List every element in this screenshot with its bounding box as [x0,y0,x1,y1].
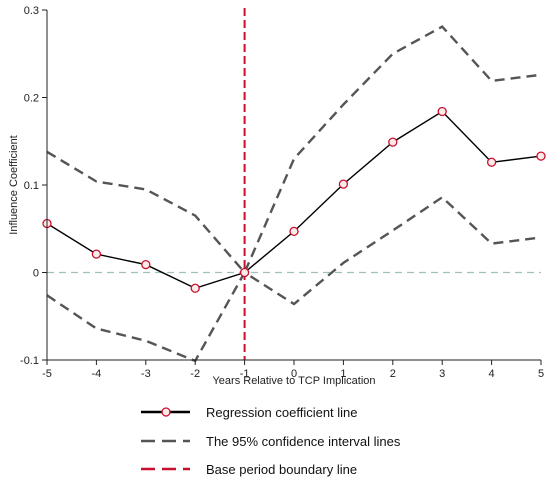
y-axis-title: Influence Coefficient [8,135,20,234]
x-tick-label: 1 [340,368,346,380]
x-tick-label: 5 [538,368,544,380]
x-axis-title: Years Relative to TCP Implication [212,375,375,387]
x-tick-label: -5 [42,368,52,380]
plot-area [47,10,541,360]
legend-item: Regression coefficient line [141,405,358,420]
legend-label: The 95% confidence interval lines [206,434,401,449]
y-tick-label: 0 [33,268,39,280]
legend-item: The 95% confidence interval lines [141,434,401,449]
reference-lines [47,8,541,360]
coefficient-point [239,267,250,278]
y-tick-label: 0.2 [24,93,39,105]
legend-item: Base period boundary line [141,462,357,477]
coefficient-point [141,259,151,270]
coefficient-point [437,106,447,117]
legend: Regression coefficient line The 95% confi… [141,405,401,477]
x-tick-label: -4 [92,368,102,380]
series-layer [42,25,546,363]
x-tick-label: -2 [190,368,200,380]
axes: -0.1 0 0.1 0.2 0.3 -5 -4 -3 -2 -1 0 1 2 3 4 5 [20,5,544,380]
y-tick-label: 0.1 [24,180,39,192]
coefficient-point [190,283,200,293]
legend-marker-swatch [161,407,171,417]
coefficient-point [289,226,299,237]
x-tick-label: -3 [141,368,151,380]
legend-label: Base period boundary line [206,462,357,477]
coefficient-point [338,179,349,189]
coefficient-point [486,157,497,167]
plot-background [47,10,541,360]
y-tick-label: -0.1 [20,355,39,367]
legend-label: Regression coefficient line [206,405,358,420]
coefficient-point [388,137,398,147]
x-tick-label: -1 [240,368,250,380]
x-tick-label: 3 [439,368,445,380]
x-tick-label: 0 [291,368,297,380]
y-tick-label: 0.3 [24,5,39,17]
x-tick-label: 2 [390,368,396,380]
x-tick-label: 4 [489,368,495,380]
ci-lower-line [46,195,542,363]
coefficient-point [91,249,102,259]
coefficient-point [536,151,546,161]
